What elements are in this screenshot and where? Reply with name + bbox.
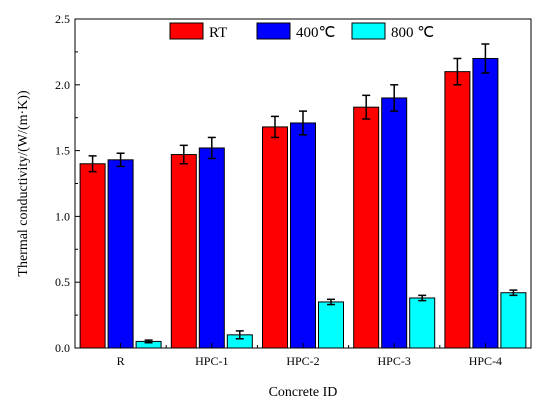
x-tick-label: R: [117, 354, 125, 368]
y-tick-label: 2.5: [55, 12, 70, 26]
legend-label: RT: [209, 25, 227, 41]
bar: [198, 147, 225, 349]
y-axis-title: Thermal conductivity/(W/(m·K)): [16, 90, 31, 277]
y-axis: 0.0 0.5 1.0 1.5 2.0 2.5: [55, 12, 80, 355]
y-tick-label: 2.0: [55, 78, 70, 92]
bar: [409, 297, 436, 349]
y-tick-label: 1.5: [55, 144, 70, 158]
legend-swatch: [169, 22, 204, 40]
legend-label: 800 ℃: [391, 25, 434, 41]
legend-swatch: [256, 22, 291, 40]
bar: [444, 71, 471, 349]
x-tick-label: HPC-2: [286, 354, 319, 368]
legend-label: 400℃: [296, 25, 335, 41]
bar: [170, 154, 197, 349]
legend: RT 400℃ 800 ℃: [169, 22, 434, 41]
bar: [381, 97, 408, 349]
x-tick-label: HPC-1: [195, 354, 228, 368]
x-axis-title: Concrete ID: [269, 385, 338, 400]
bar: [318, 301, 344, 349]
bar: [290, 122, 316, 349]
legend-swatch: [351, 22, 386, 40]
bars-group: [79, 57, 527, 349]
bar: [500, 292, 527, 349]
y-tick-label: 0.0: [55, 341, 70, 355]
x-tick-label: HPC-3: [378, 354, 411, 368]
bar: [107, 159, 134, 349]
error-bars-group: [88, 43, 518, 344]
bar: [353, 106, 380, 349]
y-tick-label: 1.0: [55, 209, 70, 223]
x-tick-label: HPC-4: [469, 354, 502, 368]
x-axis: R HPC-1 HPC-2 HPC-3 HPC-4: [117, 343, 502, 368]
y-tick-label: 0.5: [55, 275, 70, 289]
bar: [262, 126, 288, 349]
bar: [79, 163, 106, 349]
bar: [472, 57, 499, 349]
